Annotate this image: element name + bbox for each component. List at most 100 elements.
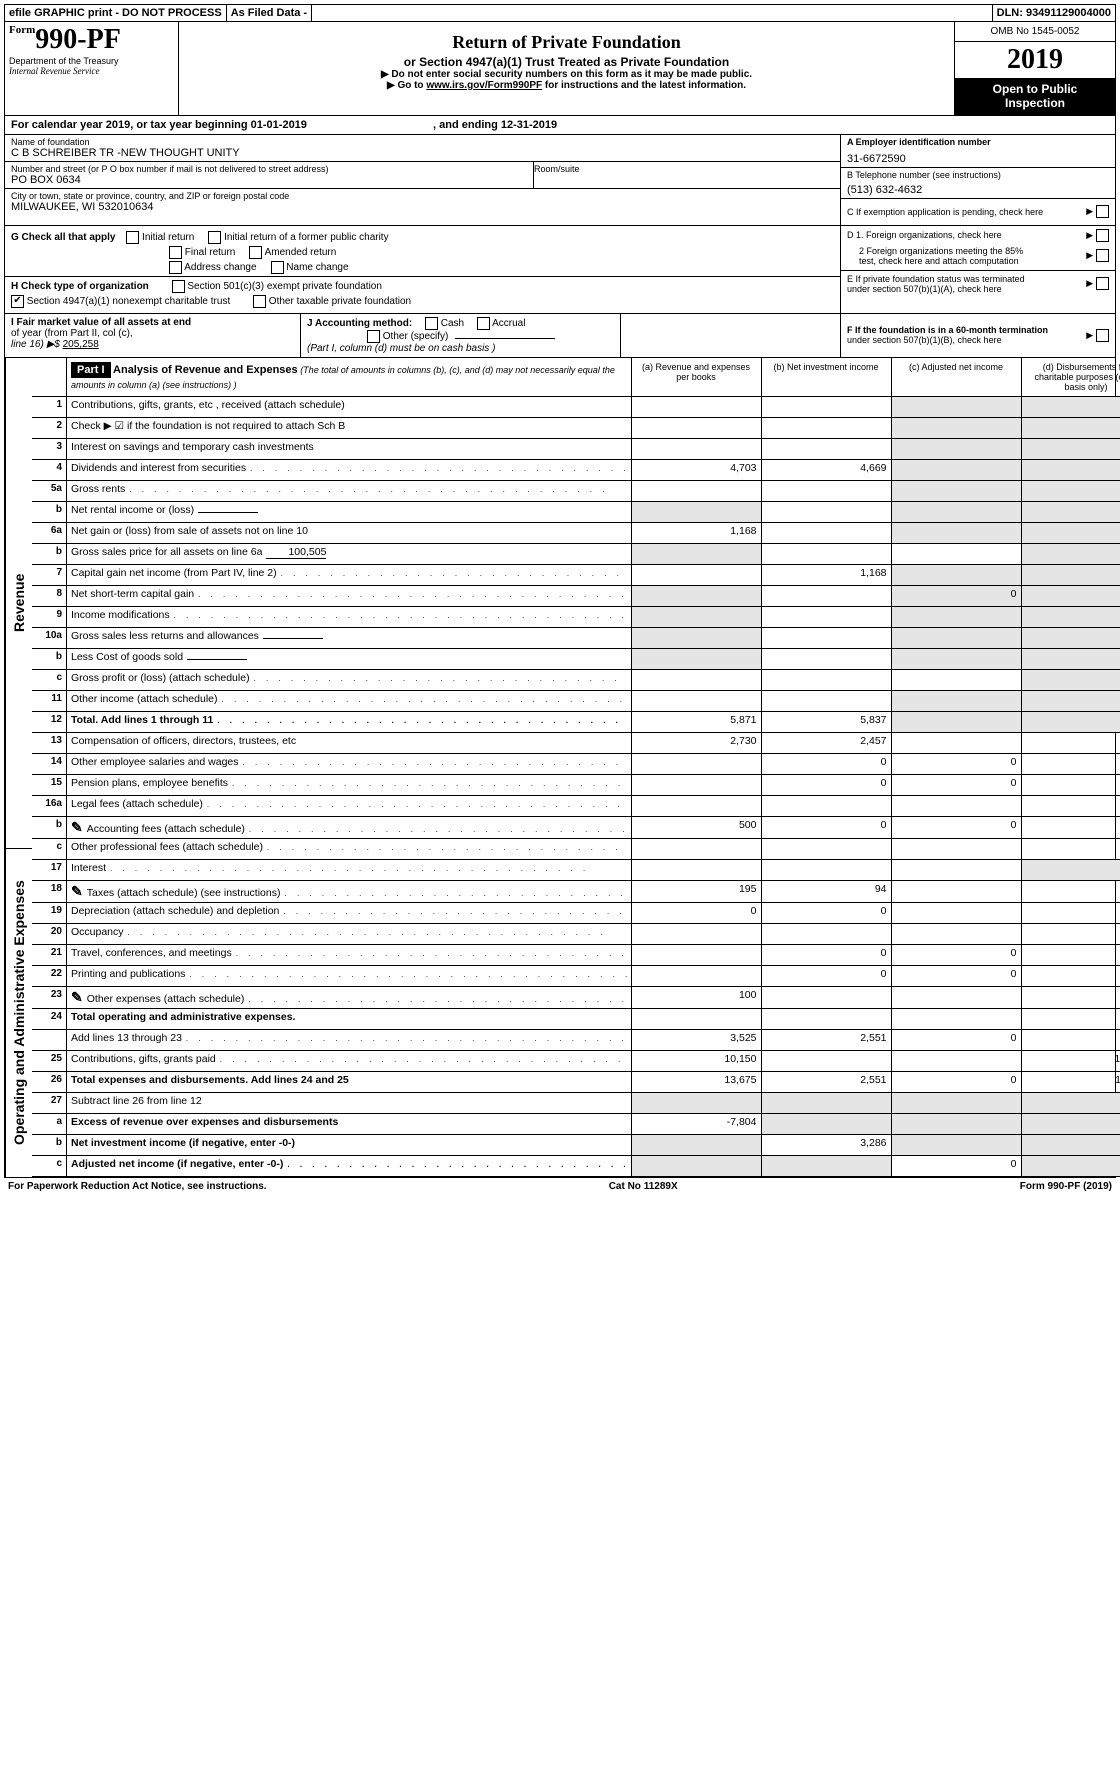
table-row: Add lines 13 through 233,5252,5510873: [32, 1030, 1120, 1051]
checkbox-accrual[interactable]: [477, 317, 490, 330]
row-i-j-f: I Fair market value of all assets at end…: [5, 313, 1115, 357]
form-container: efile GRAPHIC print - DO NOT PROCESS As …: [4, 4, 1116, 1178]
form-subtitle: or Section 4947(a)(1) Trust Treated as P…: [187, 55, 946, 69]
form-number: Form990-PF: [9, 24, 174, 56]
checkbox-cash[interactable]: [425, 317, 438, 330]
omb-number: OMB No 1545-0052: [955, 22, 1115, 42]
exemption-cell: C If exemption application is pending, c…: [841, 199, 1115, 225]
checkbox-address-change[interactable]: [169, 261, 182, 274]
table-row: 16aLegal fees (attach schedule)0: [32, 796, 1120, 817]
part1-title-cell: Part I Analysis of Revenue and Expenses …: [66, 358, 631, 396]
h-line1: H Check type of organization Section 501…: [5, 276, 840, 293]
checkbox-d1[interactable]: [1096, 229, 1109, 242]
row-g-h: G Check all that apply Initial return In…: [5, 225, 1115, 313]
checkbox-other-method[interactable]: [367, 330, 380, 343]
checkbox-4947a1[interactable]: [11, 295, 24, 308]
checkbox-initial-former[interactable]: [208, 231, 221, 244]
table-row: 13Compensation of officers, directors, t…: [32, 733, 1120, 754]
table-row: 27Subtract line 26 from line 12: [32, 1093, 1120, 1114]
irs-link[interactable]: www.irs.gov/Form990PF: [426, 80, 542, 91]
table-row: bGross sales price for all assets on lin…: [32, 544, 1120, 565]
col-b-header: (b) Net investment income: [761, 358, 891, 396]
table-row: 15Pension plans, employee benefits00: [32, 775, 1120, 796]
as-filed: As Filed Data -: [227, 5, 312, 21]
dept-label: Department of the Treasury: [9, 56, 174, 66]
room-cell: Room/suite: [528, 164, 834, 186]
info-left: Name of foundation C B SCHREIBER TR -NEW…: [5, 135, 840, 225]
checkbox-d2[interactable]: [1096, 249, 1109, 262]
table-row: 21Travel, conferences, and meetings00: [32, 945, 1120, 966]
top-bar: efile GRAPHIC print - DO NOT PROCESS As …: [5, 5, 1115, 22]
table-row: 11Other income (attach schedule): [32, 691, 1120, 712]
table-row: 17Interest0: [32, 860, 1120, 881]
note-ssn: ▶ Do not enter social security numbers o…: [187, 69, 946, 80]
attachment-icon[interactable]: ✎: [71, 883, 83, 900]
page-footer: For Paperwork Reduction Act Notice, see …: [4, 1178, 1116, 1195]
g-options: Initial return Initial return of a forme…: [126, 231, 388, 244]
header-left: Form990-PF Department of the Treasury In…: [5, 22, 179, 115]
part1: Operating and Administrative Expenses Re…: [5, 357, 1115, 1177]
side-revenue-label: Revenue: [6, 358, 32, 849]
table-row: 2Check ▶ ☑ if the foundation is not requ…: [32, 418, 1120, 439]
note-link: ▶ Go to www.irs.gov/Form990PF for instru…: [187, 80, 946, 91]
checkbox-other-taxable[interactable]: [253, 295, 266, 308]
table-row: 26Total expenses and disbursements. Add …: [32, 1072, 1120, 1093]
table-row: 3Interest on savings and temporary cash …: [32, 439, 1120, 460]
table-row: 4Dividends and interest from securities4…: [32, 460, 1120, 481]
footer-left: For Paperwork Reduction Act Notice, see …: [8, 1181, 267, 1192]
info-right: A Employer identification number 31-6672…: [840, 135, 1115, 225]
table-row: b✎Accounting fees (attach schedule)50000…: [32, 817, 1120, 839]
header-center: Return of Private Foundation or Section …: [179, 22, 954, 115]
irs-label: Internal Revenue Service: [9, 66, 174, 76]
table-row: aExcess of revenue over expenses and dis…: [32, 1114, 1120, 1135]
table-row: 18✎Taxes (attach schedule) (see instruct…: [32, 881, 1120, 903]
table-row: 9Income modifications: [32, 607, 1120, 628]
checkbox-c[interactable]: [1096, 205, 1109, 218]
table-row: 14Other employee salaries and wages000: [32, 754, 1120, 775]
table-row: 7Capital gain net income (from Part IV, …: [32, 565, 1120, 586]
table-row: 20Occupancy: [32, 924, 1120, 945]
form-title: Return of Private Foundation: [187, 32, 946, 53]
col-a-header: (a) Revenue and expenses per books: [631, 358, 761, 396]
checkbox-f[interactable]: [1096, 329, 1109, 342]
dln: DLN: 93491129004000: [993, 5, 1115, 21]
table-row: cGross profit or (loss) (attach schedule…: [32, 670, 1120, 691]
open-to-public: Open to Public Inspection: [955, 78, 1115, 115]
checkbox-initial-return[interactable]: [126, 231, 139, 244]
street-cell: Number and street (or P O box number if …: [5, 162, 534, 188]
part1-table: Part I Analysis of Revenue and Expenses …: [32, 358, 1120, 1177]
checkbox-final-return[interactable]: [169, 246, 182, 259]
table-row: cAdjusted net income (if negative, enter…: [32, 1156, 1120, 1177]
table-row: bLess Cost of goods sold: [32, 649, 1120, 670]
table-row: 6aNet gain or (loss) from sale of assets…: [32, 523, 1120, 544]
checkbox-e[interactable]: [1096, 277, 1109, 290]
col-c-header: (c) Adjusted net income: [891, 358, 1021, 396]
footer-right: Form 990-PF (2019): [1020, 1181, 1112, 1192]
table-row: 19Depreciation (attach schedule) and dep…: [32, 903, 1120, 924]
name-cell: Name of foundation C B SCHREIBER TR -NEW…: [5, 135, 840, 162]
checkbox-501c3[interactable]: [172, 280, 185, 293]
attachment-icon[interactable]: ✎: [71, 989, 83, 1006]
efile-notice: efile GRAPHIC print - DO NOT PROCESS: [5, 5, 227, 21]
phone-cell: B Telephone number (see instructions) (5…: [841, 168, 1115, 199]
checkbox-name-change[interactable]: [271, 261, 284, 274]
fmv-cell: I Fair market value of all assets at end…: [5, 314, 300, 357]
accounting-cell: J Accounting method: Cash Accrual Other …: [300, 314, 620, 357]
arrow-and-box: ▶: [1086, 205, 1109, 218]
table-row: 12Total. Add lines 1 through 115,8715,83…: [32, 712, 1120, 733]
g-h-left: G Check all that apply Initial return In…: [5, 226, 840, 313]
col-d-header: (d) Disbursements for charitable purpose…: [1021, 358, 1120, 396]
side-expenses-label: Operating and Administrative Expenses: [6, 849, 32, 1177]
checkbox-amended[interactable]: [249, 246, 262, 259]
part1-header-row: Part I Analysis of Revenue and Expenses …: [32, 358, 1120, 397]
table-row: 24Total operating and administrative exp…: [32, 1009, 1120, 1030]
footer-mid: Cat No 11289X: [609, 1181, 678, 1192]
table-row: bNet rental income or (loss): [32, 502, 1120, 523]
h-line2: Section 4947(a)(1) nonexempt charitable …: [11, 295, 834, 308]
table-row: 1Contributions, gifts, grants, etc , rec…: [32, 397, 1120, 418]
table-row: 22Printing and publications00: [32, 966, 1120, 987]
attachment-icon[interactable]: ✎: [71, 819, 83, 836]
tax-year: 2019: [955, 42, 1115, 78]
table-row: 10aGross sales less returns and allowanc…: [32, 628, 1120, 649]
info-grid: Name of foundation C B SCHREIBER TR -NEW…: [5, 135, 1115, 225]
